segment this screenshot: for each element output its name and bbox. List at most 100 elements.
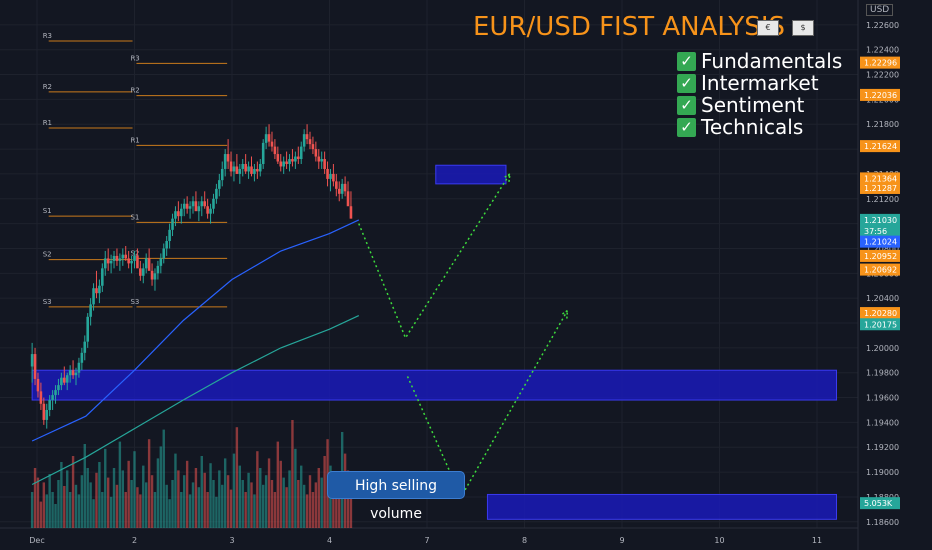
price-tag <box>860 263 900 276</box>
pivot-label: R2 <box>43 83 52 91</box>
volume-bar <box>74 484 78 528</box>
candle-body <box>171 218 174 230</box>
candle-body <box>80 352 84 363</box>
volume-bar <box>288 470 291 528</box>
volume-bar <box>124 492 127 528</box>
volume-bar <box>136 487 139 528</box>
candle-body <box>337 188 341 194</box>
volume-bar <box>267 458 271 528</box>
volume-bar <box>235 427 239 528</box>
candle-body <box>197 206 201 212</box>
check-icon: ✓ <box>677 95 696 115</box>
candle-body <box>291 159 294 162</box>
price-tag-label: 1.22296 <box>864 59 897 68</box>
candle-body <box>33 354 37 379</box>
candle-body <box>118 258 122 261</box>
volume-bar <box>218 470 221 528</box>
candle-body <box>101 268 104 286</box>
volume-bar <box>317 468 320 528</box>
projection-path <box>358 173 511 340</box>
candle-body <box>124 254 128 259</box>
pivot-label: S1 <box>43 207 52 215</box>
volume-bar <box>291 420 294 528</box>
candle-body <box>343 183 347 192</box>
volume-callout: High selling volume <box>327 471 465 522</box>
time-tick-label: 3 <box>229 536 234 545</box>
volume-bar <box>232 453 236 528</box>
volume-bar <box>159 446 163 528</box>
candle-body <box>92 288 95 305</box>
volume-bar <box>133 451 136 528</box>
candle-body <box>136 255 139 269</box>
candle-body <box>258 163 262 172</box>
candle-body <box>229 161 233 172</box>
candle-body <box>261 142 265 164</box>
candle-body <box>144 258 148 269</box>
candle-body <box>270 141 274 147</box>
price-tag <box>860 172 900 185</box>
volume-bar <box>86 468 89 528</box>
volume-bar <box>147 439 151 528</box>
volume-bar <box>270 480 274 528</box>
volume-bar <box>244 492 247 528</box>
candle-body <box>256 168 259 172</box>
candle-body <box>63 377 66 383</box>
volume-bar <box>171 480 174 528</box>
volume-bar <box>323 456 326 528</box>
candle-body <box>188 206 192 209</box>
candle-body <box>238 168 242 174</box>
zones <box>31 164 837 520</box>
volume-bar <box>127 460 130 528</box>
volume-bar <box>42 482 46 528</box>
candle-body <box>320 159 323 162</box>
candle-body <box>299 146 303 160</box>
volume-bar <box>98 462 101 528</box>
time-tick-label: Dec <box>29 536 44 545</box>
candle-body <box>39 391 43 404</box>
candle-body <box>323 159 326 169</box>
supply-demand-zone <box>486 493 837 520</box>
projection-path <box>406 310 569 499</box>
price-tick-label: 1.22200 <box>866 71 899 80</box>
volume-bar <box>305 494 309 528</box>
volume-bar <box>183 475 186 528</box>
candle-body <box>247 166 250 172</box>
volume-bar <box>262 484 265 528</box>
candle-body <box>279 161 283 167</box>
pivot-label: S1 <box>130 213 139 221</box>
volume-bar <box>188 494 192 528</box>
volume-bar <box>191 482 195 528</box>
volume-bar <box>77 494 81 528</box>
candle-body <box>335 181 338 189</box>
candle-body <box>127 258 130 264</box>
volume-bar <box>60 462 63 528</box>
volume-bar <box>338 480 341 528</box>
volume-bar <box>92 499 95 528</box>
candle-body <box>340 183 344 194</box>
volume-bar <box>206 492 209 528</box>
volume-bar <box>346 470 350 528</box>
price-tag <box>860 56 900 69</box>
candle-body <box>218 180 221 189</box>
candle-body <box>83 341 87 353</box>
candle-body <box>65 375 69 383</box>
volume-bar <box>264 475 268 528</box>
time-tick-label: 10 <box>714 536 724 545</box>
pivot-label: S3 <box>43 298 52 306</box>
volume-bars <box>30 420 353 528</box>
candle-body <box>215 188 218 199</box>
candle-body <box>77 362 81 373</box>
candle-body <box>153 273 157 280</box>
volume-bar <box>80 475 84 528</box>
pivot-label: S2 <box>43 251 52 259</box>
candle-body <box>282 161 285 167</box>
candle-body <box>285 161 288 164</box>
volume-bar <box>142 465 145 528</box>
price-tick-label: 1.21800 <box>866 120 899 129</box>
volume-bar <box>200 456 203 528</box>
price-tag <box>860 497 900 510</box>
analysis-checklist: ✓ Fundamentals ✓ Intermarket ✓ Sentiment ✓ T… <box>677 49 842 139</box>
volume-bar <box>185 460 189 528</box>
candle-body <box>200 201 204 207</box>
price-tag-label: 5.053K <box>864 499 893 508</box>
